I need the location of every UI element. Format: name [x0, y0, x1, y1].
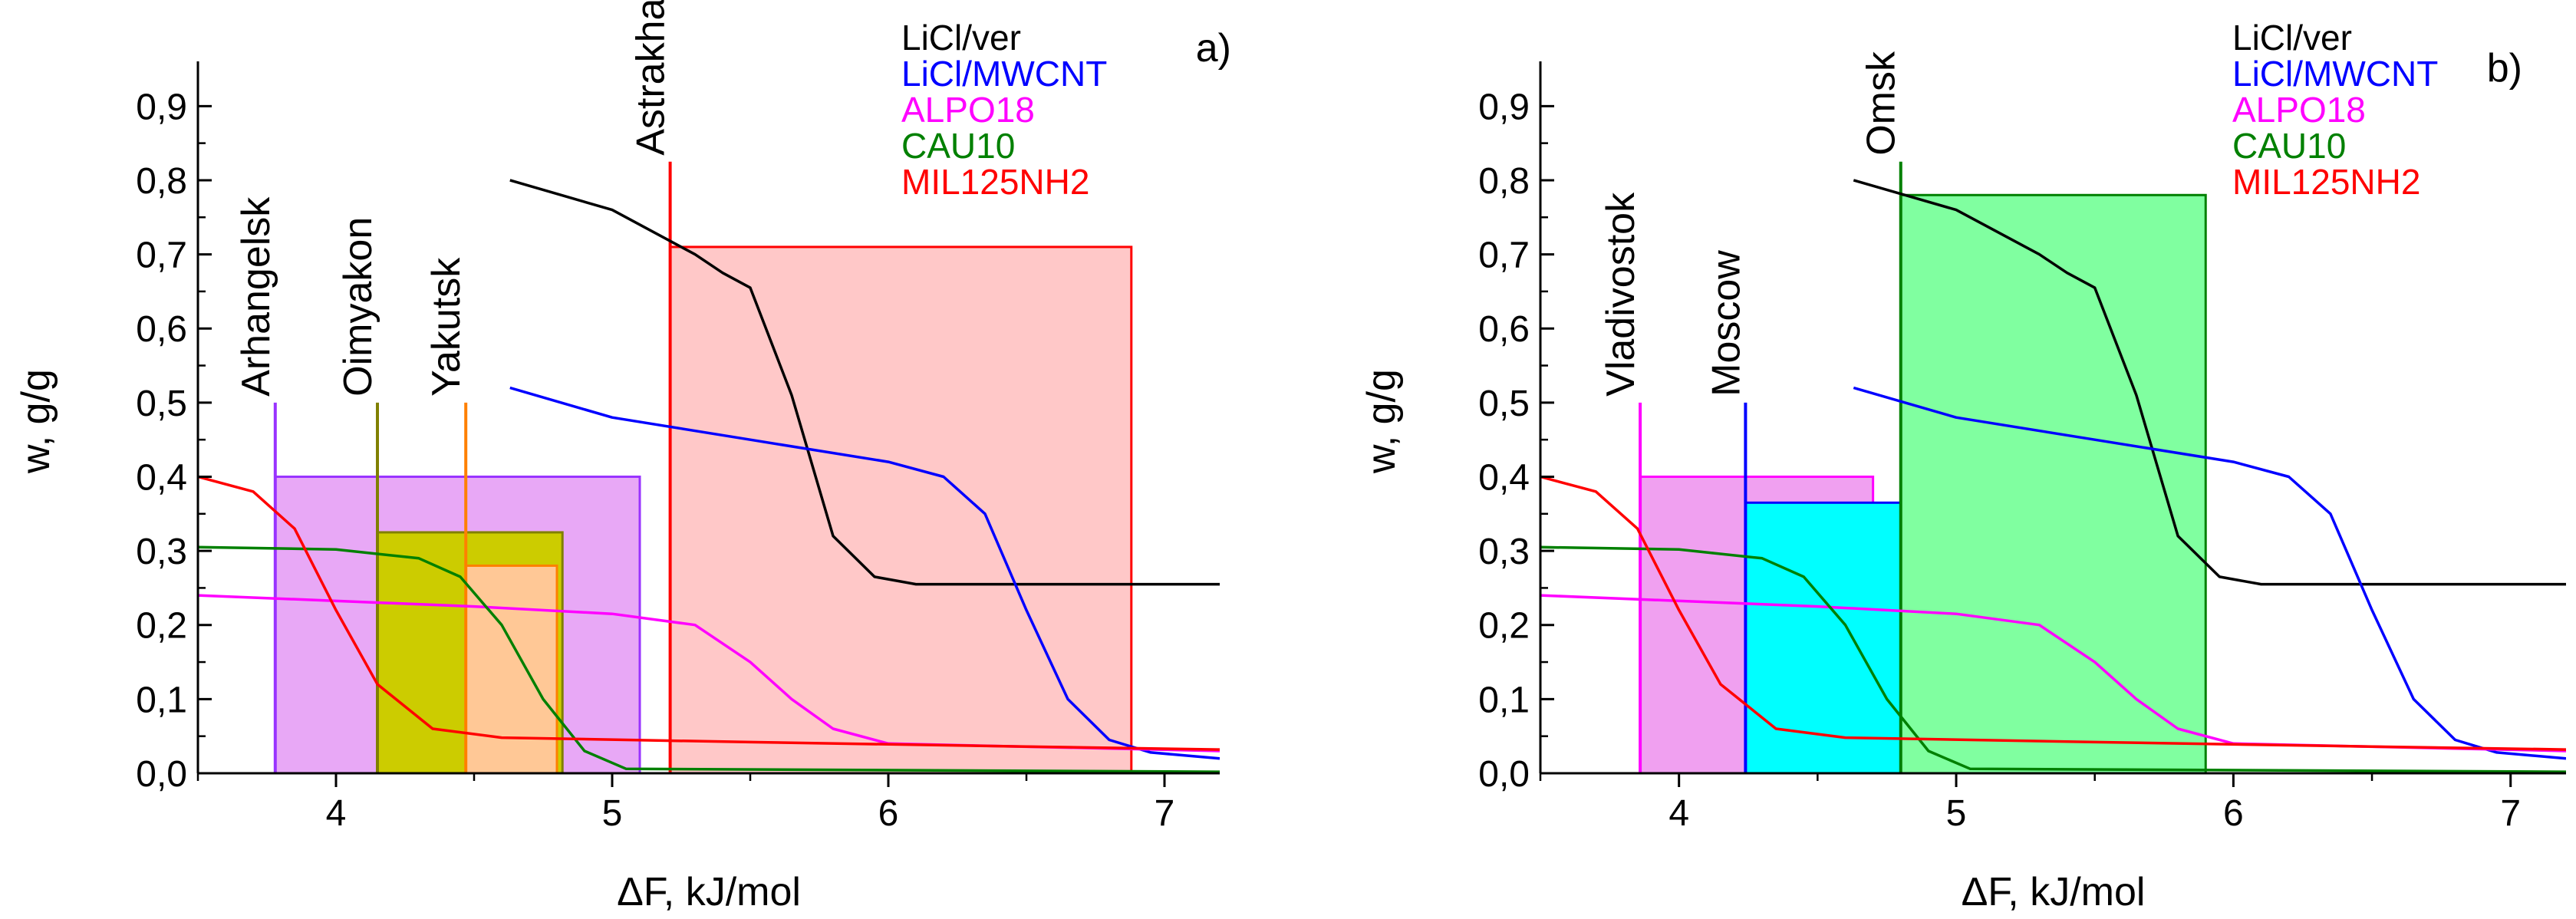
series-line-licl-ver: [1853, 179, 2566, 586]
series-curves: [1540, 179, 2566, 773]
series-curves: [198, 179, 1220, 773]
city-label-yakutsk: Yakutsk: [424, 257, 469, 397]
city-box-omsk: [1899, 193, 2207, 773]
y-tick-label: 0,5: [1478, 384, 1530, 424]
x-tick-label: 7: [1155, 793, 1175, 834]
series-line-alpo18: [1540, 594, 2566, 753]
x-tick-label: 5: [602, 793, 623, 834]
y-tick-label: 0,6: [1478, 309, 1530, 350]
legend-entry-licl-mwcnt: LiCl/MWCNT: [2232, 54, 2438, 94]
x-tick-label: 4: [1668, 793, 1689, 834]
y-axis-title: w, g/g: [1359, 369, 1404, 474]
legend-entry-mil125nh2: MIL125NH2: [2232, 162, 2420, 202]
y-tick-label: 0,9: [136, 87, 187, 127]
x-tick-label: 4: [326, 793, 347, 834]
y-tick-label: 0,8: [1478, 161, 1530, 202]
legend-entry-cau10: CAU10: [2232, 126, 2346, 166]
city-label-moscow: Moscow: [1704, 250, 1748, 397]
city-label-omsk: Omsk: [1860, 51, 1904, 156]
city-label-vladivostok: Vladivostok: [1599, 192, 1643, 397]
y-tick-label: 0,8: [136, 161, 187, 202]
y-tick-label: 0,4: [136, 457, 187, 498]
y-tick-label: 0,2: [136, 606, 187, 647]
y-tick-label: 0,7: [136, 236, 187, 276]
series-line-licl-mwcnt: [1853, 386, 2566, 760]
city-boxes: [1639, 193, 2207, 773]
legend-entry-licl-ver: LiCl/ver: [2232, 18, 2352, 58]
y-tick-label: 0,1: [1478, 680, 1530, 720]
legend-entry-alpo18: ALPO18: [2232, 90, 2366, 130]
city-box-astrakhan: [669, 245, 1133, 773]
y-tick-label: 0,3: [136, 532, 187, 572]
legend-entry-licl-ver: LiCl/ver: [901, 18, 1021, 58]
series-line-cau10: [1540, 545, 2566, 773]
legend-entry-mil125nh2: MIL125NH2: [901, 162, 1089, 202]
series-line-mil125nh2: [198, 475, 1220, 751]
panel-label: a): [1196, 26, 1231, 71]
y-tick-label: 0,3: [1478, 532, 1530, 572]
legend-entry-licl-mwcnt: LiCl/MWCNT: [901, 54, 1107, 94]
y-tick-label: 0,4: [1478, 457, 1530, 498]
x-tick-label: 7: [2500, 793, 2521, 834]
x-tick-label: 6: [878, 793, 899, 834]
city-boxes: [274, 245, 1133, 773]
legend-entry-alpo18: ALPO18: [901, 90, 1035, 130]
series-line-alpo18: [198, 594, 1220, 753]
x-axis-title: ΔF, kJ/mol: [617, 870, 801, 914]
y-axis-title: w, g/g: [14, 369, 58, 474]
y-tick-label: 0,0: [136, 754, 187, 795]
chart-panel-b: Vladivostok Moscow Omsk 0,0 0,1 0,2 0,3 0,4 0,5 0…: [1359, 18, 2566, 914]
chart-panel-a: Arhangelsk Oimyakon Yakutsk Astrakhan 0,0 0,1…: [14, 0, 1231, 914]
y-tick-label: 0,6: [136, 309, 187, 350]
series-line-cau10: [198, 545, 1220, 773]
y-tick-label: 0,5: [136, 384, 187, 424]
y-tick-label: 0,0: [1478, 754, 1530, 795]
y-tick-label: 0,9: [1478, 87, 1530, 127]
x-tick-label: 6: [2223, 793, 2244, 834]
series-line-licl-ver: [509, 179, 1220, 586]
series-line-licl-mwcnt: [509, 386, 1220, 760]
legend-entry-cau10: CAU10: [901, 126, 1015, 166]
series-line-mil125nh2: [1540, 475, 2566, 751]
y-tick-label: 0,1: [136, 680, 187, 720]
y-tick-label: 0,7: [1478, 236, 1530, 276]
city-label-oimyakon: Oimyakon: [336, 217, 380, 397]
y-tick-label: 0,2: [1478, 606, 1530, 647]
x-axis-title: ΔF, kJ/mol: [1962, 870, 2146, 914]
x-tick-label: 5: [1946, 793, 1967, 834]
panel-label: b): [2487, 46, 2522, 91]
city-box-yakutsk: [464, 564, 558, 773]
city-label-arhangelsk: Arhangelsk: [234, 196, 278, 397]
city-label-astrakhan: Astrakhan: [629, 0, 674, 156]
